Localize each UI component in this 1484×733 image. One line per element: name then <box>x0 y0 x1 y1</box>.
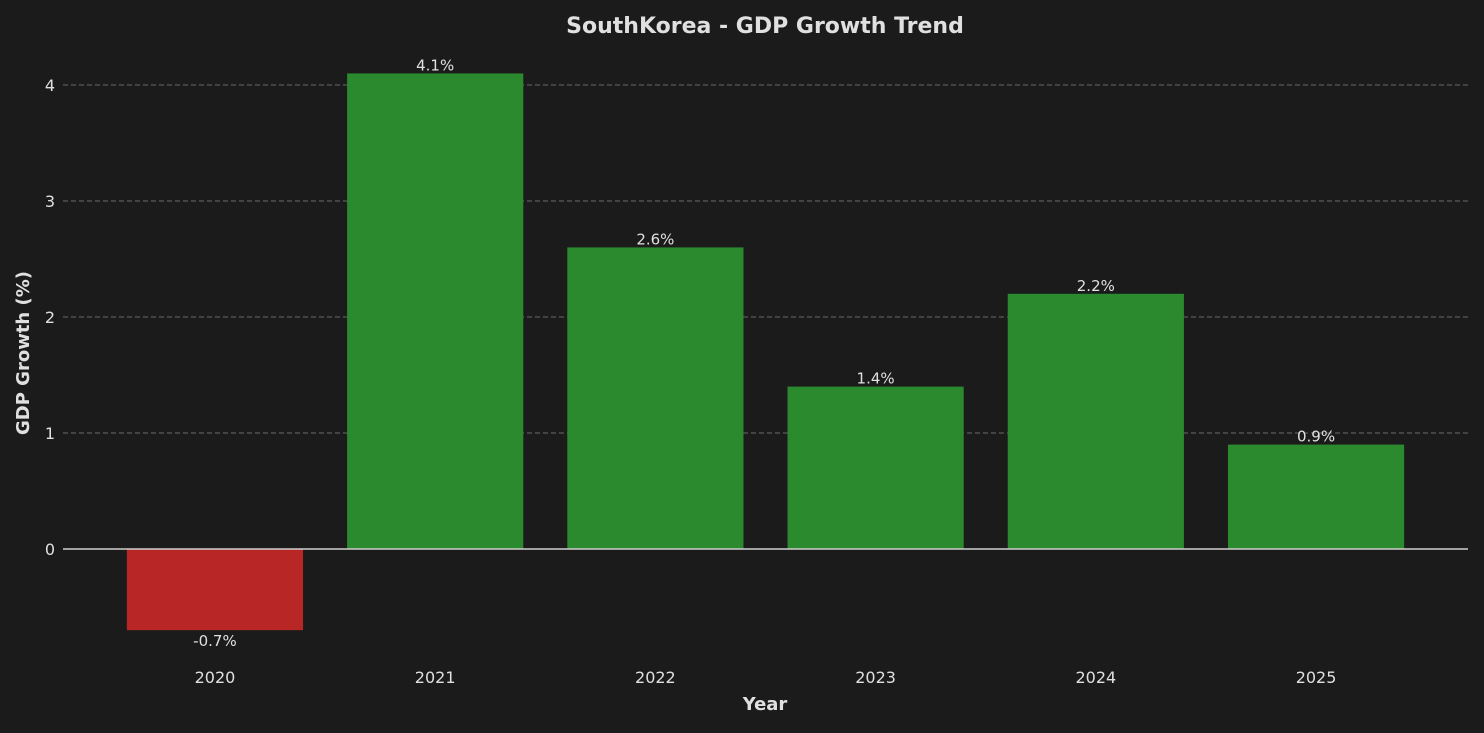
x-tick-label: 2023 <box>855 668 896 687</box>
y-tick-label: 3 <box>45 192 55 211</box>
x-tick-label: 2020 <box>195 668 236 687</box>
bar-2022 <box>567 247 744 549</box>
x-axis-label: Year <box>742 694 788 715</box>
y-axis-label: GDP Growth (%) <box>13 271 34 435</box>
x-tick-label: 2025 <box>1296 668 1337 687</box>
data-label: 4.1% <box>416 56 454 74</box>
y-tick-label: 2 <box>45 308 55 327</box>
x-tick-label: 2021 <box>415 668 456 687</box>
y-tick-label: 1 <box>45 424 55 443</box>
x-tick-label: 2024 <box>1075 668 1116 687</box>
chart-title: SouthKorea - GDP Growth Trend <box>566 14 964 39</box>
x-tick-label: 2022 <box>635 668 676 687</box>
bar-2020 <box>126 548 304 631</box>
bar-2024 <box>1007 293 1184 549</box>
data-label: 1.4% <box>857 370 895 388</box>
data-label: -0.7% <box>193 632 237 650</box>
data-label: 0.9% <box>1297 428 1335 446</box>
y-tick-label: 4 <box>45 76 55 95</box>
y-tick-label: 0 <box>45 540 55 559</box>
bar-2023 <box>787 386 964 549</box>
bar-2025 <box>1227 444 1405 549</box>
data-label: 2.6% <box>636 230 674 248</box>
bar-2021 <box>347 73 524 549</box>
data-label: 2.2% <box>1077 277 1115 295</box>
